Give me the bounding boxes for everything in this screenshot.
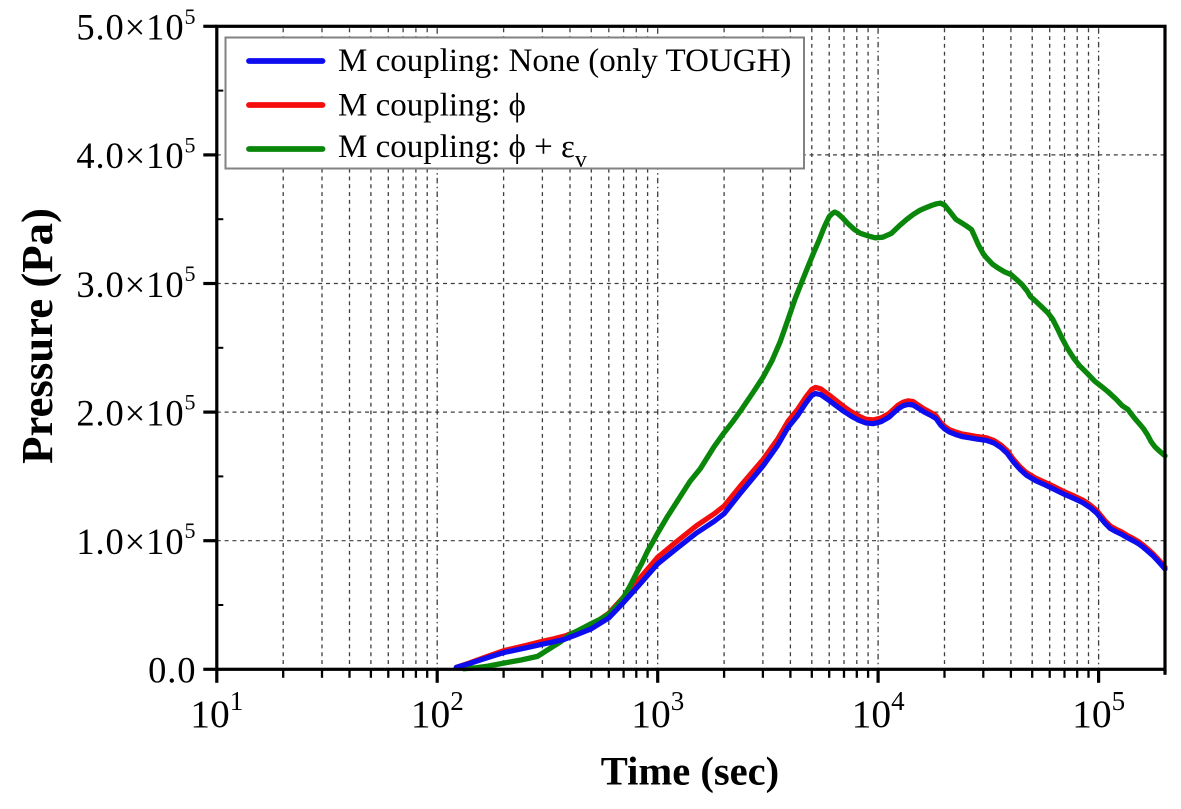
svg-text:104: 104 xyxy=(852,686,906,736)
svg-text:101: 101 xyxy=(190,686,243,736)
svg-text:M coupling: None (only TOUGH): M coupling: None (only TOUGH) xyxy=(338,43,791,79)
svg-text:Pressure (Pa): Pressure (Pa) xyxy=(12,208,62,464)
svg-text:0.0: 0.0 xyxy=(148,650,196,691)
svg-text:2.0×105: 2.0×105 xyxy=(76,390,196,434)
svg-text:Time (sec): Time (sec) xyxy=(601,749,779,794)
svg-text:1.0×105: 1.0×105 xyxy=(76,518,196,562)
svg-text:5.0×105: 5.0×105 xyxy=(76,4,196,48)
svg-text:103: 103 xyxy=(631,686,684,736)
svg-text:4.0×105: 4.0×105 xyxy=(76,132,196,176)
svg-text:3.0×105: 3.0×105 xyxy=(76,261,196,305)
svg-text:M coupling: ϕ: M coupling: ϕ xyxy=(338,87,526,123)
svg-text:102: 102 xyxy=(411,686,464,736)
svg-text:105: 105 xyxy=(1072,686,1125,736)
